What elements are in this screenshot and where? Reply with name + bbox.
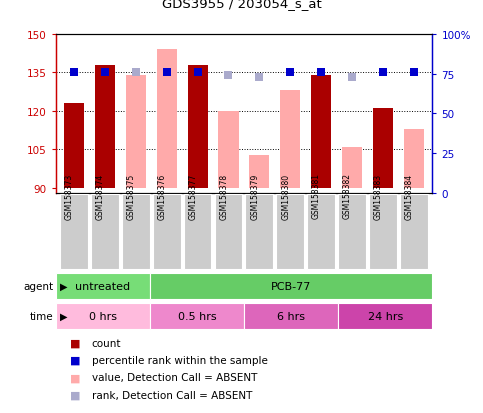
Text: PCB-77: PCB-77 [271,281,311,291]
Text: ■: ■ [70,373,81,382]
Point [132,70,140,76]
Text: GSM158374: GSM158374 [96,173,105,219]
Point [348,74,356,81]
Bar [338,304,432,329]
Point [317,70,325,76]
Text: GSM158373: GSM158373 [65,173,74,219]
Text: value, Detection Call = ABSENT: value, Detection Call = ABSENT [92,373,257,382]
Bar [245,195,273,269]
Text: 0.5 hrs: 0.5 hrs [178,311,216,321]
Point [256,74,263,81]
Bar [91,195,119,269]
Text: GSM158381: GSM158381 [312,173,321,219]
Bar [126,76,146,189]
Bar [64,104,84,189]
Text: count: count [92,338,121,348]
Text: percentile rank within the sample: percentile rank within the sample [92,355,268,365]
Bar [369,195,397,269]
Point [101,70,109,76]
Text: 24 hrs: 24 hrs [368,311,403,321]
Bar [122,195,150,269]
Text: GDS3955 / 203054_s_at: GDS3955 / 203054_s_at [162,0,321,10]
Text: ▶: ▶ [60,311,68,321]
Bar [311,76,331,189]
Text: GSM158375: GSM158375 [127,173,136,219]
Text: agent: agent [23,281,53,291]
Bar [373,109,393,189]
Bar [150,273,432,299]
Text: untreated: untreated [75,281,130,291]
Text: GSM158377: GSM158377 [188,173,198,219]
Point [410,70,418,76]
Text: 0 hrs: 0 hrs [89,311,116,321]
Bar [404,130,424,189]
Point [379,70,387,76]
Bar [56,304,150,329]
Text: GSM158384: GSM158384 [405,173,414,219]
Point [225,73,232,80]
Text: time: time [29,311,53,321]
Bar [214,195,242,269]
Bar [153,195,181,269]
Point [70,70,78,76]
Point [163,70,170,76]
Bar [156,50,177,189]
Point [163,70,170,76]
Point [194,70,201,76]
Text: ■: ■ [70,338,81,348]
Point [410,70,418,76]
Text: GSM158380: GSM158380 [281,173,290,219]
Text: GSM158382: GSM158382 [343,173,352,219]
Bar [338,195,366,269]
Bar [95,66,115,189]
Text: GSM158378: GSM158378 [219,173,228,219]
Bar [184,195,212,269]
Bar [342,147,362,189]
Text: ■: ■ [70,390,81,400]
Bar [400,195,427,269]
Text: GSM158376: GSM158376 [158,173,167,219]
Bar [244,304,338,329]
Text: GSM158379: GSM158379 [250,173,259,219]
Bar [276,195,304,269]
Bar [56,273,150,299]
Text: 6 hrs: 6 hrs [277,311,305,321]
Bar [307,195,335,269]
Bar [187,66,208,189]
Text: ▶: ▶ [60,281,68,291]
Bar [218,112,239,189]
Text: rank, Detection Call = ABSENT: rank, Detection Call = ABSENT [92,390,252,400]
Point [286,70,294,76]
Bar [280,91,300,189]
Bar [150,304,244,329]
Bar [249,155,270,189]
Text: ■: ■ [70,355,81,365]
Text: GSM158383: GSM158383 [374,173,383,219]
Bar [60,195,88,269]
